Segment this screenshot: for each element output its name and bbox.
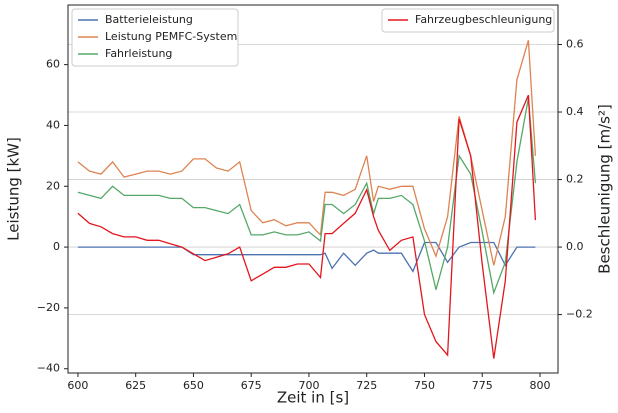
x-tick-label: 775 [472,379,493,392]
x-tick-label: 700 [298,379,319,392]
legend-label: Leistung PEMFC-System [105,30,237,43]
x-tick-label: 650 [183,379,204,392]
y-tick-label: −40 [37,362,60,375]
x-tick-label: 800 [529,379,550,392]
x-tick-label: 675 [241,379,262,392]
legend-label: Fahrleistung [105,47,172,60]
x-axis-label: Zeit in [s] [277,389,349,407]
y-tick-label: 20 [46,179,60,192]
legend-label: Batterieleistung [105,13,193,26]
y-axis-label: Leistung [kW] [5,137,23,241]
x-tick-label: 625 [125,379,146,392]
series-line [77,97,537,296]
y-tick-label: 60 [46,58,60,71]
series-line [77,241,536,273]
series-line [77,40,537,266]
series-line [77,94,537,359]
y-tick-label: 0 [53,240,60,253]
legend-box [71,8,239,67]
y2-tick-label: 0.6 [566,38,584,51]
y2-tick-label: 0.0 [566,240,584,253]
legend-box [381,8,555,33]
legend-label: Fahrzeugbeschleunigung [415,13,552,26]
x-tick-label: 725 [356,379,377,392]
plot-frame [67,4,559,374]
x-tick-label: 600 [67,379,88,392]
y2-axis-label: Beschleunigung [m/s²] [596,104,614,274]
y2-tick-label: 0.2 [566,173,584,186]
y-tick-label: 40 [46,118,60,131]
y2-tick-label: 0.4 [566,105,584,118]
y2-tick-label: −0.2 [566,308,593,321]
x-tick-label: 750 [414,379,435,392]
y-tick-label: −20 [37,301,60,314]
